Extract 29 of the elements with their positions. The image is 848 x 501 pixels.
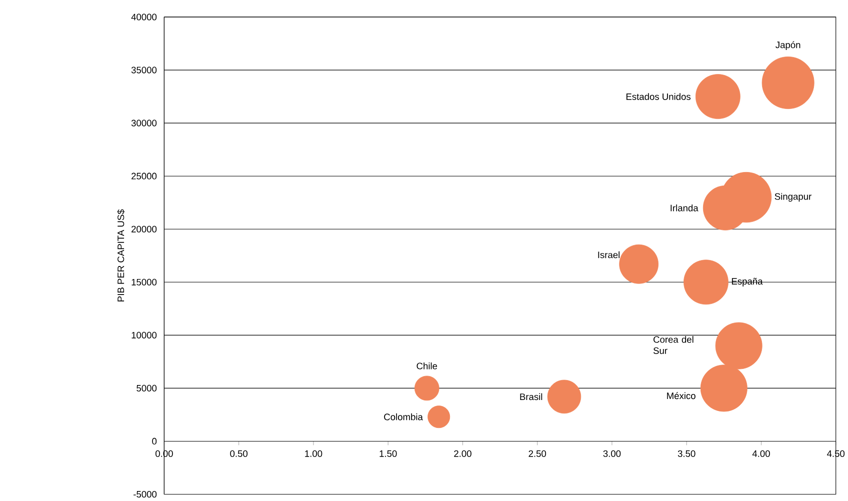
x-tick-label: 4.00 bbox=[752, 450, 770, 458]
y-tick-label: 30000 bbox=[131, 120, 157, 127]
annotation: Corea del Sur bbox=[653, 336, 694, 354]
annotation: Israel bbox=[598, 252, 620, 258]
y-tick-label: 5000 bbox=[136, 385, 157, 392]
x-tick-label: 3.50 bbox=[678, 450, 696, 458]
x-tick-label: 1.50 bbox=[380, 450, 397, 458]
x-tick-label: 3.00 bbox=[603, 450, 621, 458]
y-tick-label: 15000 bbox=[132, 279, 157, 286]
annotation: México bbox=[667, 392, 696, 400]
annotation: Singapur bbox=[774, 193, 812, 202]
x-tick-label: 2.50 bbox=[528, 450, 546, 458]
y-tick-label: 35000 bbox=[131, 66, 157, 74]
x-tick-label: 2.00 bbox=[454, 450, 472, 458]
x-tick-label: 1.00 bbox=[305, 450, 322, 458]
annotation: Colombia bbox=[384, 414, 423, 420]
y-axis-title: PIB PER CAPITA US$ bbox=[117, 210, 125, 302]
y-tick-label: 40000 bbox=[131, 14, 157, 20]
annotation: Japón bbox=[776, 41, 800, 50]
x-tick-label: 0.50 bbox=[230, 450, 248, 458]
y-tick-label: 20000 bbox=[132, 226, 157, 233]
annotation: Irlanda bbox=[670, 204, 698, 212]
y-tick-label: -5000 bbox=[134, 491, 157, 498]
annotation: Estados Unidos bbox=[626, 93, 691, 100]
y-tick-label: 0 bbox=[152, 438, 157, 445]
annotation: Chile bbox=[416, 362, 438, 370]
annotation: Brasil bbox=[520, 393, 542, 400]
y-tick-label: 10000 bbox=[132, 332, 157, 339]
y-tick-label: 25000 bbox=[132, 172, 157, 180]
